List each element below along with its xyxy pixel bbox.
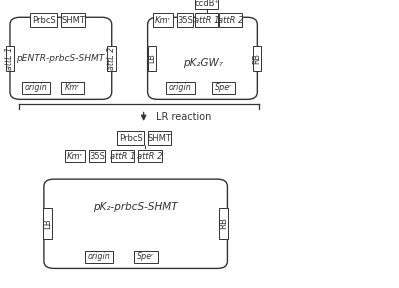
FancyBboxPatch shape [85, 251, 113, 263]
FancyBboxPatch shape [148, 131, 171, 145]
FancyBboxPatch shape [253, 46, 261, 71]
FancyBboxPatch shape [166, 82, 195, 94]
Text: SHMT: SHMT [61, 16, 85, 25]
FancyBboxPatch shape [219, 208, 228, 239]
Text: 35S: 35S [177, 16, 193, 25]
FancyBboxPatch shape [30, 13, 57, 27]
FancyBboxPatch shape [117, 131, 144, 145]
Text: origin: origin [169, 83, 192, 92]
FancyBboxPatch shape [43, 208, 52, 239]
Text: origin: origin [87, 252, 111, 262]
Text: Speʳ: Speʳ [215, 83, 232, 92]
Text: LB: LB [43, 218, 52, 229]
Text: PrbcS: PrbcS [32, 16, 56, 25]
FancyBboxPatch shape [153, 13, 173, 27]
FancyBboxPatch shape [89, 150, 105, 162]
Text: 35S: 35S [89, 151, 105, 161]
Text: LB: LB [148, 54, 156, 63]
Text: attR 2: attR 2 [218, 16, 243, 25]
Text: pK₂-prbcS-SHMT: pK₂-prbcS-SHMT [93, 202, 178, 212]
Text: RB: RB [253, 53, 261, 64]
FancyBboxPatch shape [107, 46, 116, 71]
FancyBboxPatch shape [138, 150, 162, 162]
Text: RB: RB [219, 217, 228, 230]
FancyBboxPatch shape [134, 251, 158, 263]
FancyBboxPatch shape [22, 82, 50, 94]
Text: pK₂GW₇: pK₂GW₇ [183, 58, 223, 68]
Text: Speʳ: Speʳ [137, 252, 155, 262]
FancyBboxPatch shape [177, 13, 193, 27]
Text: attR 1: attR 1 [194, 16, 219, 25]
FancyBboxPatch shape [148, 46, 156, 71]
FancyBboxPatch shape [212, 82, 235, 94]
FancyBboxPatch shape [6, 46, 14, 71]
FancyBboxPatch shape [195, 0, 218, 9]
Text: LR reaction: LR reaction [156, 112, 211, 122]
Text: pENTR-prbcS-SHMT: pENTR-prbcS-SHMT [16, 54, 105, 63]
Text: attR 1: attR 1 [110, 151, 136, 161]
FancyBboxPatch shape [65, 150, 85, 162]
FancyBboxPatch shape [219, 13, 242, 27]
Text: attR 2: attR 2 [137, 151, 163, 161]
Text: Kmʳ: Kmʳ [67, 151, 83, 161]
Text: Kmʳ: Kmʳ [65, 83, 80, 92]
FancyBboxPatch shape [111, 150, 134, 162]
Text: attL 2: attL 2 [107, 47, 116, 70]
Text: origin: origin [24, 83, 47, 92]
FancyBboxPatch shape [195, 13, 218, 27]
Text: ccdB⁺: ccdB⁺ [194, 0, 219, 8]
Text: Kmʳ: Kmʳ [155, 16, 171, 25]
Text: SHMT: SHMT [148, 134, 172, 143]
FancyBboxPatch shape [61, 82, 84, 94]
Text: PrbcS: PrbcS [119, 134, 143, 143]
FancyBboxPatch shape [61, 13, 85, 27]
Text: attL 1: attL 1 [6, 47, 14, 70]
